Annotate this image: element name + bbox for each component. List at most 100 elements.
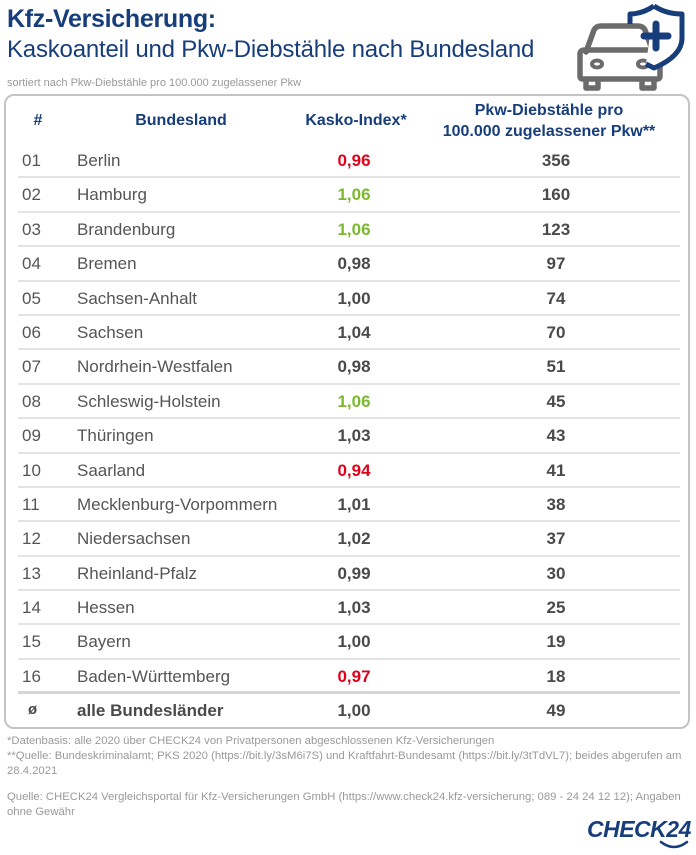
state-cell: Berlin <box>77 151 121 170</box>
rank-cell: 10 <box>22 460 41 480</box>
kasko-index-cell: 0,97 <box>337 666 371 686</box>
table-row: 16 Baden-Württemberg 0,97 18 <box>18 660 680 695</box>
thefts-cell: 25 <box>546 598 566 618</box>
kasko-index-cell: 1,00 <box>337 632 371 652</box>
state-cell: Sachsen <box>77 322 144 342</box>
logo-smile-icon <box>659 840 689 849</box>
rank-cell: 11 <box>22 494 40 514</box>
average-symbol: ø <box>28 701 38 719</box>
kasko-index-cell: 1,01 <box>337 494 371 514</box>
table-body: 01 Berlin 0,96 356 02 Hamburg 1,06 160 03 Branden… <box>18 144 680 729</box>
column-header-state: Bundesland <box>135 112 227 129</box>
column-header-kasko-index: Kasko-Index* <box>305 112 407 129</box>
rank-cell: 13 <box>22 563 41 583</box>
thefts-cell: 74 <box>546 288 566 308</box>
rank-cell: 16 <box>22 666 41 686</box>
rank-cell: 01 <box>22 151 41 170</box>
thefts-cell: 43 <box>546 426 566 446</box>
kasko-index-cell: 0,96 <box>337 151 371 170</box>
state-cell: Mecklenburg-Vorpommern <box>77 494 278 514</box>
state-cell: Hessen <box>77 598 135 618</box>
page-subtitle: Kaskoanteil und Pkw-Diebstähle nach Bund… <box>7 36 535 63</box>
table-row-total: ø alle Bundesländer 1,00 49 <box>18 694 680 728</box>
thefts-cell: 30 <box>546 563 566 583</box>
thefts-cell: 51 <box>546 357 566 377</box>
page-title: Kfz-Versicherung: <box>7 5 216 33</box>
kasko-index-cell: 0,98 <box>337 357 371 377</box>
state-cell: Schleswig-Holstein <box>77 391 221 411</box>
state-cell: Bremen <box>77 254 137 274</box>
kasko-index-cell: 1,03 <box>337 426 371 446</box>
rank-cell: 02 <box>22 185 41 205</box>
state-cell: Niedersachsen <box>77 529 191 549</box>
thefts-total: 49 <box>546 701 566 721</box>
car-with-shield-plus-icon <box>577 3 685 91</box>
table-row: 07 Nordrhein-Westfalen 0,98 51 <box>18 350 680 385</box>
thefts-cell: 37 <box>546 529 566 549</box>
logo-text: CHECK24 <box>587 816 691 842</box>
table-row: 13 Rheinland-Pfalz 0,99 30 <box>18 557 680 592</box>
thefts-cell: 45 <box>546 391 566 411</box>
rank-cell: 14 <box>22 598 41 618</box>
check24-logo: CHECK24 <box>587 816 692 852</box>
kasko-index-cell: 1,06 <box>337 185 371 205</box>
thefts-cell: 160 <box>541 185 571 205</box>
table-row: 11 Mecklenburg-Vorpommern 1,01 38 <box>18 488 680 523</box>
kasko-index-cell: 1,03 <box>337 598 371 618</box>
thefts-cell: 356 <box>541 151 571 170</box>
column-header-thefts-line2: 100.000 zugelassener Pkw** <box>442 123 656 140</box>
thefts-cell: 19 <box>546 632 566 652</box>
thefts-cell: 97 <box>546 254 566 274</box>
footnote-source-bka: **Quelle: Bundeskriminalamt; PKS 2020 (h… <box>7 750 682 777</box>
rank-cell: 06 <box>22 322 41 342</box>
state-cell: Hamburg <box>77 185 147 205</box>
table-row: 03 Brandenburg 1,06 123 <box>18 213 680 248</box>
kasko-index-cell: 1,00 <box>337 288 371 308</box>
rank-cell: 07 <box>22 357 41 377</box>
footnote-data-basis: *Datenbasis: alle 2020 über CHECK24 von … <box>7 735 495 747</box>
state-cell: Rheinland-Pfalz <box>77 563 198 583</box>
kasko-index-cell: 0,94 <box>337 460 371 480</box>
state-cell: Thüringen <box>77 426 154 446</box>
state-cell: Nordrhein-Westfalen <box>77 357 233 377</box>
table-row: 15 Bayern 1,00 19 <box>18 625 680 660</box>
table-row: 09 Thüringen 1,03 43 <box>18 419 680 454</box>
rank-cell: 05 <box>22 288 41 308</box>
thefts-cell: 41 <box>546 460 566 480</box>
table-row: 01 Berlin 0,96 356 <box>18 144 680 179</box>
table-row: 02 Hamburg 1,06 160 <box>18 178 680 213</box>
table-row: 10 Saarland 0,94 41 <box>18 454 680 488</box>
state-cell: Baden-Württemberg <box>77 666 231 686</box>
state-cell: Saarland <box>77 460 146 480</box>
table-row: 14 Hessen 1,03 25 <box>18 591 680 626</box>
kasko-index-cell: 0,98 <box>337 254 371 274</box>
sort-note: sortiert nach Pkw-Diebstähle pro 100.000… <box>7 77 302 89</box>
thefts-cell: 70 <box>546 322 566 342</box>
shield-plus-icon <box>627 3 685 71</box>
thefts-cell: 123 <box>541 219 571 239</box>
state-cell: Brandenburg <box>77 219 176 239</box>
kasko-index-total: 1,00 <box>337 701 371 721</box>
rank-cell: 09 <box>22 426 41 446</box>
kasko-index-cell: 1,06 <box>337 391 371 411</box>
rank-cell: 12 <box>22 529 41 549</box>
table-row: 05 Sachsen-Anhalt 1,00 74 <box>18 282 680 316</box>
table-header: # Bundesland Kasko-Index* Pkw-Diebstähle… <box>6 96 688 146</box>
data-table: # Bundesland Kasko-Index* Pkw-Diebstähle… <box>4 94 690 729</box>
column-header-rank: # <box>33 112 43 129</box>
rank-cell: 08 <box>22 391 41 411</box>
state-cell-total: alle Bundesländer <box>77 701 224 721</box>
table-row: 12 Niedersachsen 1,02 37 <box>18 522 680 557</box>
source-note: Quelle: CHECK24 Vergleichsportal für Kfz… <box>7 791 681 818</box>
kasko-index-cell: 0,99 <box>337 563 371 583</box>
kasko-index-cell: 1,04 <box>337 322 371 342</box>
table-row: 06 Sachsen 1,04 70 <box>18 316 680 351</box>
state-cell: Sachsen-Anhalt <box>77 288 198 308</box>
table-row: 04 Bremen 0,98 97 <box>18 247 680 282</box>
rank-cell: 15 <box>22 632 41 652</box>
rank-cell: 04 <box>22 254 41 274</box>
rank-cell: 03 <box>22 219 41 239</box>
thefts-cell: 18 <box>546 666 566 686</box>
column-header-thefts: Pkw-Diebstähle pro 100.000 zugelassener … <box>424 100 674 142</box>
kasko-index-cell: 1,06 <box>337 219 371 239</box>
